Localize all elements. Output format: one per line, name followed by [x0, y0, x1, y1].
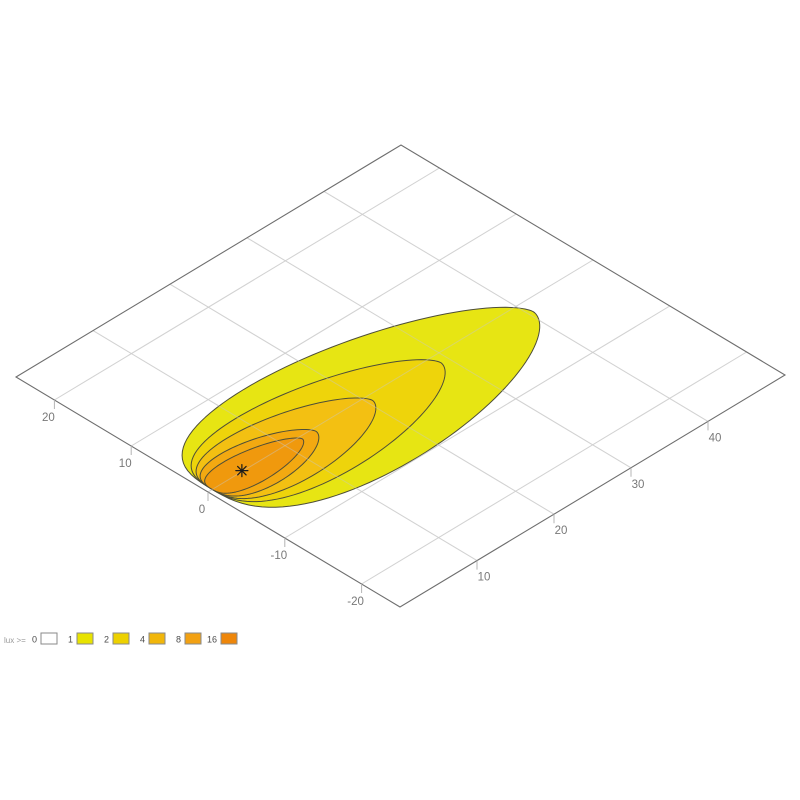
lamp-position-marker [235, 464, 249, 478]
legend-item-label: 1 [68, 635, 73, 645]
legend-item-label: 4 [140, 635, 145, 645]
legend-swatch-4 [148, 632, 166, 645]
legend-swatch-0 [40, 632, 58, 645]
legend-swatch-2 [112, 632, 130, 645]
legend-swatch-16 [220, 632, 238, 645]
legend-item-label: 16 [207, 635, 217, 645]
asterisk-ray [237, 465, 247, 476]
legend-swatch-8 [184, 632, 202, 645]
plane-border [14, 144, 787, 608]
y-axis-tick-label: -10 [270, 550, 287, 562]
grid-line-lateral [54, 167, 440, 401]
grid-line-distance [323, 190, 709, 422]
grid-line-lateral [361, 351, 747, 585]
y-axis-tick-label: -20 [347, 596, 364, 608]
grid-line-lateral [130, 213, 517, 447]
legend-item-label: 0 [32, 635, 37, 645]
legend-title: lux >= [4, 636, 26, 645]
isolux-region-16 [204, 437, 305, 494]
y-axis-tick-label: 0 [199, 504, 205, 516]
grid-line-lateral [284, 305, 671, 539]
grid-line-lateral [284, 305, 671, 539]
axis-ticks: 20 10 0 -10 -20 10 20 30 40 [42, 400, 721, 608]
x-axis-tick-label: 10 [478, 572, 491, 584]
x-axis-tick-label: 20 [555, 525, 568, 537]
grid-line-distance [246, 237, 632, 469]
y-axis-tick-label: 20 [42, 412, 55, 424]
grid-line-distance [92, 330, 478, 562]
y-axis-tick-label: 10 [119, 458, 132, 470]
ground-plane-border [14, 144, 787, 608]
grid-line-lateral [130, 213, 517, 447]
legend-item-label: 2 [104, 635, 109, 645]
isolux-contours [181, 306, 541, 508]
grid-line-lateral [207, 259, 594, 493]
x-axis-tick-label: 30 [632, 479, 645, 491]
grid-line-distance [323, 190, 709, 422]
grid-line-lateral [361, 351, 747, 585]
grid-line-lateral [54, 167, 440, 401]
x-axis-tick-label: 40 [709, 432, 722, 444]
legend-item-label: 8 [176, 635, 181, 645]
grid-line-distance [169, 283, 555, 515]
legend-swatch-1 [76, 632, 94, 645]
grid-overlay [54, 167, 747, 585]
legend: lux >= 0 1 2 4 8 16 [4, 632, 238, 645]
